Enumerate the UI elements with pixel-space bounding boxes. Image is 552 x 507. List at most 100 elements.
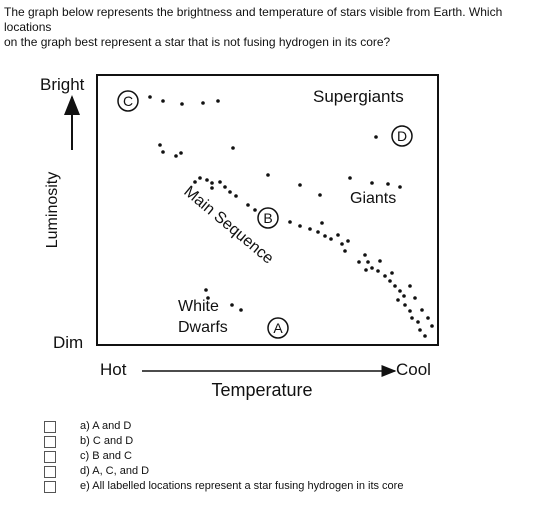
star-dot	[231, 146, 235, 150]
star-dot	[323, 234, 327, 238]
star-dot	[218, 180, 222, 184]
checkbox[interactable]	[44, 421, 56, 433]
star-dot	[216, 99, 220, 103]
star-dot	[298, 224, 302, 228]
star-dot	[364, 268, 368, 272]
region-label: Supergiants	[313, 87, 404, 106]
star-dot	[363, 253, 367, 257]
star-dot	[180, 102, 184, 106]
star-dot	[206, 296, 210, 300]
star-dot	[346, 239, 350, 243]
star-dot	[198, 176, 202, 180]
star-dot	[320, 221, 324, 225]
star-dot	[426, 316, 430, 320]
option-label: a) A and D	[80, 420, 132, 432]
x-left-label: Hot	[100, 360, 127, 379]
star-dot	[410, 316, 414, 320]
star-dot	[416, 320, 420, 324]
star-dot	[366, 260, 370, 264]
star-dot	[308, 227, 312, 231]
star-dot	[403, 303, 407, 307]
star-dot	[161, 150, 165, 154]
x-right-label: Cool	[396, 360, 431, 379]
x-axis-label: Temperature	[211, 380, 312, 400]
star-dot	[396, 298, 400, 302]
star-dot	[223, 185, 227, 189]
star-dot	[148, 95, 152, 99]
star-dot	[370, 181, 374, 185]
star-dot	[179, 151, 183, 155]
star-dot	[210, 181, 214, 185]
star-dot	[386, 182, 390, 186]
point-label: A	[273, 320, 283, 336]
star-dot	[230, 303, 234, 307]
plot-frame	[96, 74, 439, 346]
star-dot	[376, 269, 380, 273]
checkbox[interactable]	[44, 436, 56, 448]
star-dot	[246, 203, 250, 207]
option-label: d) A, C, and D	[80, 465, 150, 477]
star-dot	[398, 185, 402, 189]
point-label: C	[123, 93, 133, 109]
star-dot	[228, 190, 232, 194]
point-circle	[117, 90, 139, 112]
star-dot	[393, 284, 397, 288]
question: The graph below represents the brightnes…	[4, 5, 552, 50]
star-dot	[383, 274, 387, 278]
star-dot	[204, 288, 208, 292]
option-label: c) B and C	[80, 450, 132, 462]
star-dot	[402, 294, 406, 298]
star-dot	[158, 143, 162, 147]
star-dot	[239, 308, 243, 312]
star-dot	[423, 334, 427, 338]
question-line: The graph below represents the brightnes…	[4, 5, 503, 34]
point-label: B	[263, 210, 272, 226]
star-dot	[378, 259, 382, 263]
option-label: b) C and D	[80, 435, 134, 447]
region-label: White	[178, 298, 219, 315]
checkbox[interactable]	[44, 481, 56, 493]
star-dot	[390, 271, 394, 275]
star-dot	[298, 183, 302, 187]
star-dot	[420, 308, 424, 312]
y-axis-label: Luminosity	[44, 172, 61, 248]
star-dot	[336, 233, 340, 237]
y-bottom-label: Dim	[53, 333, 83, 352]
question-line: on the graph best represent a star that …	[4, 35, 391, 49]
point-circle	[257, 207, 279, 229]
star-dot	[348, 176, 352, 180]
star-dot	[398, 289, 402, 293]
star-dot	[201, 101, 205, 105]
point-label: D	[397, 128, 407, 144]
star-dot	[370, 266, 374, 270]
region-label: Dwarfs	[178, 319, 228, 336]
star-dot	[161, 99, 165, 103]
y-top-label: Bright	[40, 75, 85, 94]
star-dot	[253, 208, 257, 212]
star-dot	[318, 193, 322, 197]
star-dot	[388, 279, 392, 283]
star-dot	[210, 186, 214, 190]
star-dot	[193, 180, 197, 184]
star-dot	[234, 194, 238, 198]
star-dot	[266, 173, 270, 177]
checkbox[interactable]	[44, 466, 56, 478]
star-dot	[343, 249, 347, 253]
star-dot	[374, 135, 378, 139]
star-dot	[174, 154, 178, 158]
star-dot	[408, 284, 412, 288]
star-dot	[316, 230, 320, 234]
region-label: Giants	[350, 190, 396, 207]
star-dot	[340, 242, 344, 246]
option-label: e) All labelled locations represent a st…	[80, 480, 404, 492]
checkbox[interactable]	[44, 451, 56, 463]
star-dot	[288, 220, 292, 224]
star-dot	[413, 296, 417, 300]
star-dots	[148, 95, 434, 338]
star-dot	[418, 328, 422, 332]
star-dot	[357, 260, 361, 264]
star-dot	[408, 309, 412, 313]
star-dot	[329, 237, 333, 241]
